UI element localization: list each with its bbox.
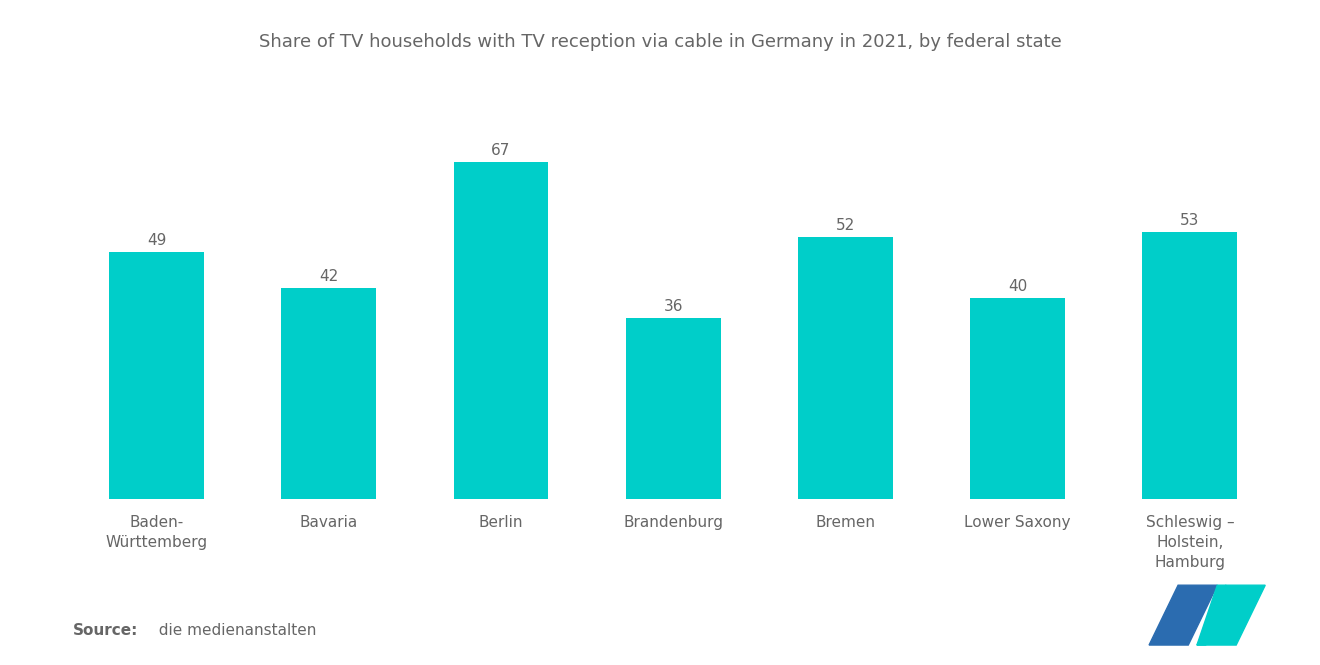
Text: 42: 42 (319, 269, 338, 283)
Polygon shape (1197, 585, 1226, 645)
Text: Source:: Source: (73, 623, 139, 638)
Text: 52: 52 (836, 218, 855, 233)
Text: 49: 49 (147, 233, 166, 248)
Bar (970, 298, 1065, 499)
Text: 40: 40 (1008, 279, 1027, 294)
Polygon shape (1148, 585, 1217, 645)
Text: Share of TV households with TV reception via cable in Germany in 2021, by federa: Share of TV households with TV reception… (259, 33, 1061, 51)
Text: 67: 67 (491, 143, 511, 158)
Text: die medienanstalten: die medienanstalten (149, 623, 317, 638)
Text: 36: 36 (664, 299, 682, 314)
Bar (110, 253, 203, 499)
Bar (626, 318, 721, 499)
Bar (281, 287, 376, 499)
Polygon shape (1197, 585, 1265, 645)
Bar (799, 237, 892, 499)
Bar (454, 162, 548, 499)
Bar (1143, 232, 1237, 499)
Text: 53: 53 (1180, 213, 1200, 228)
